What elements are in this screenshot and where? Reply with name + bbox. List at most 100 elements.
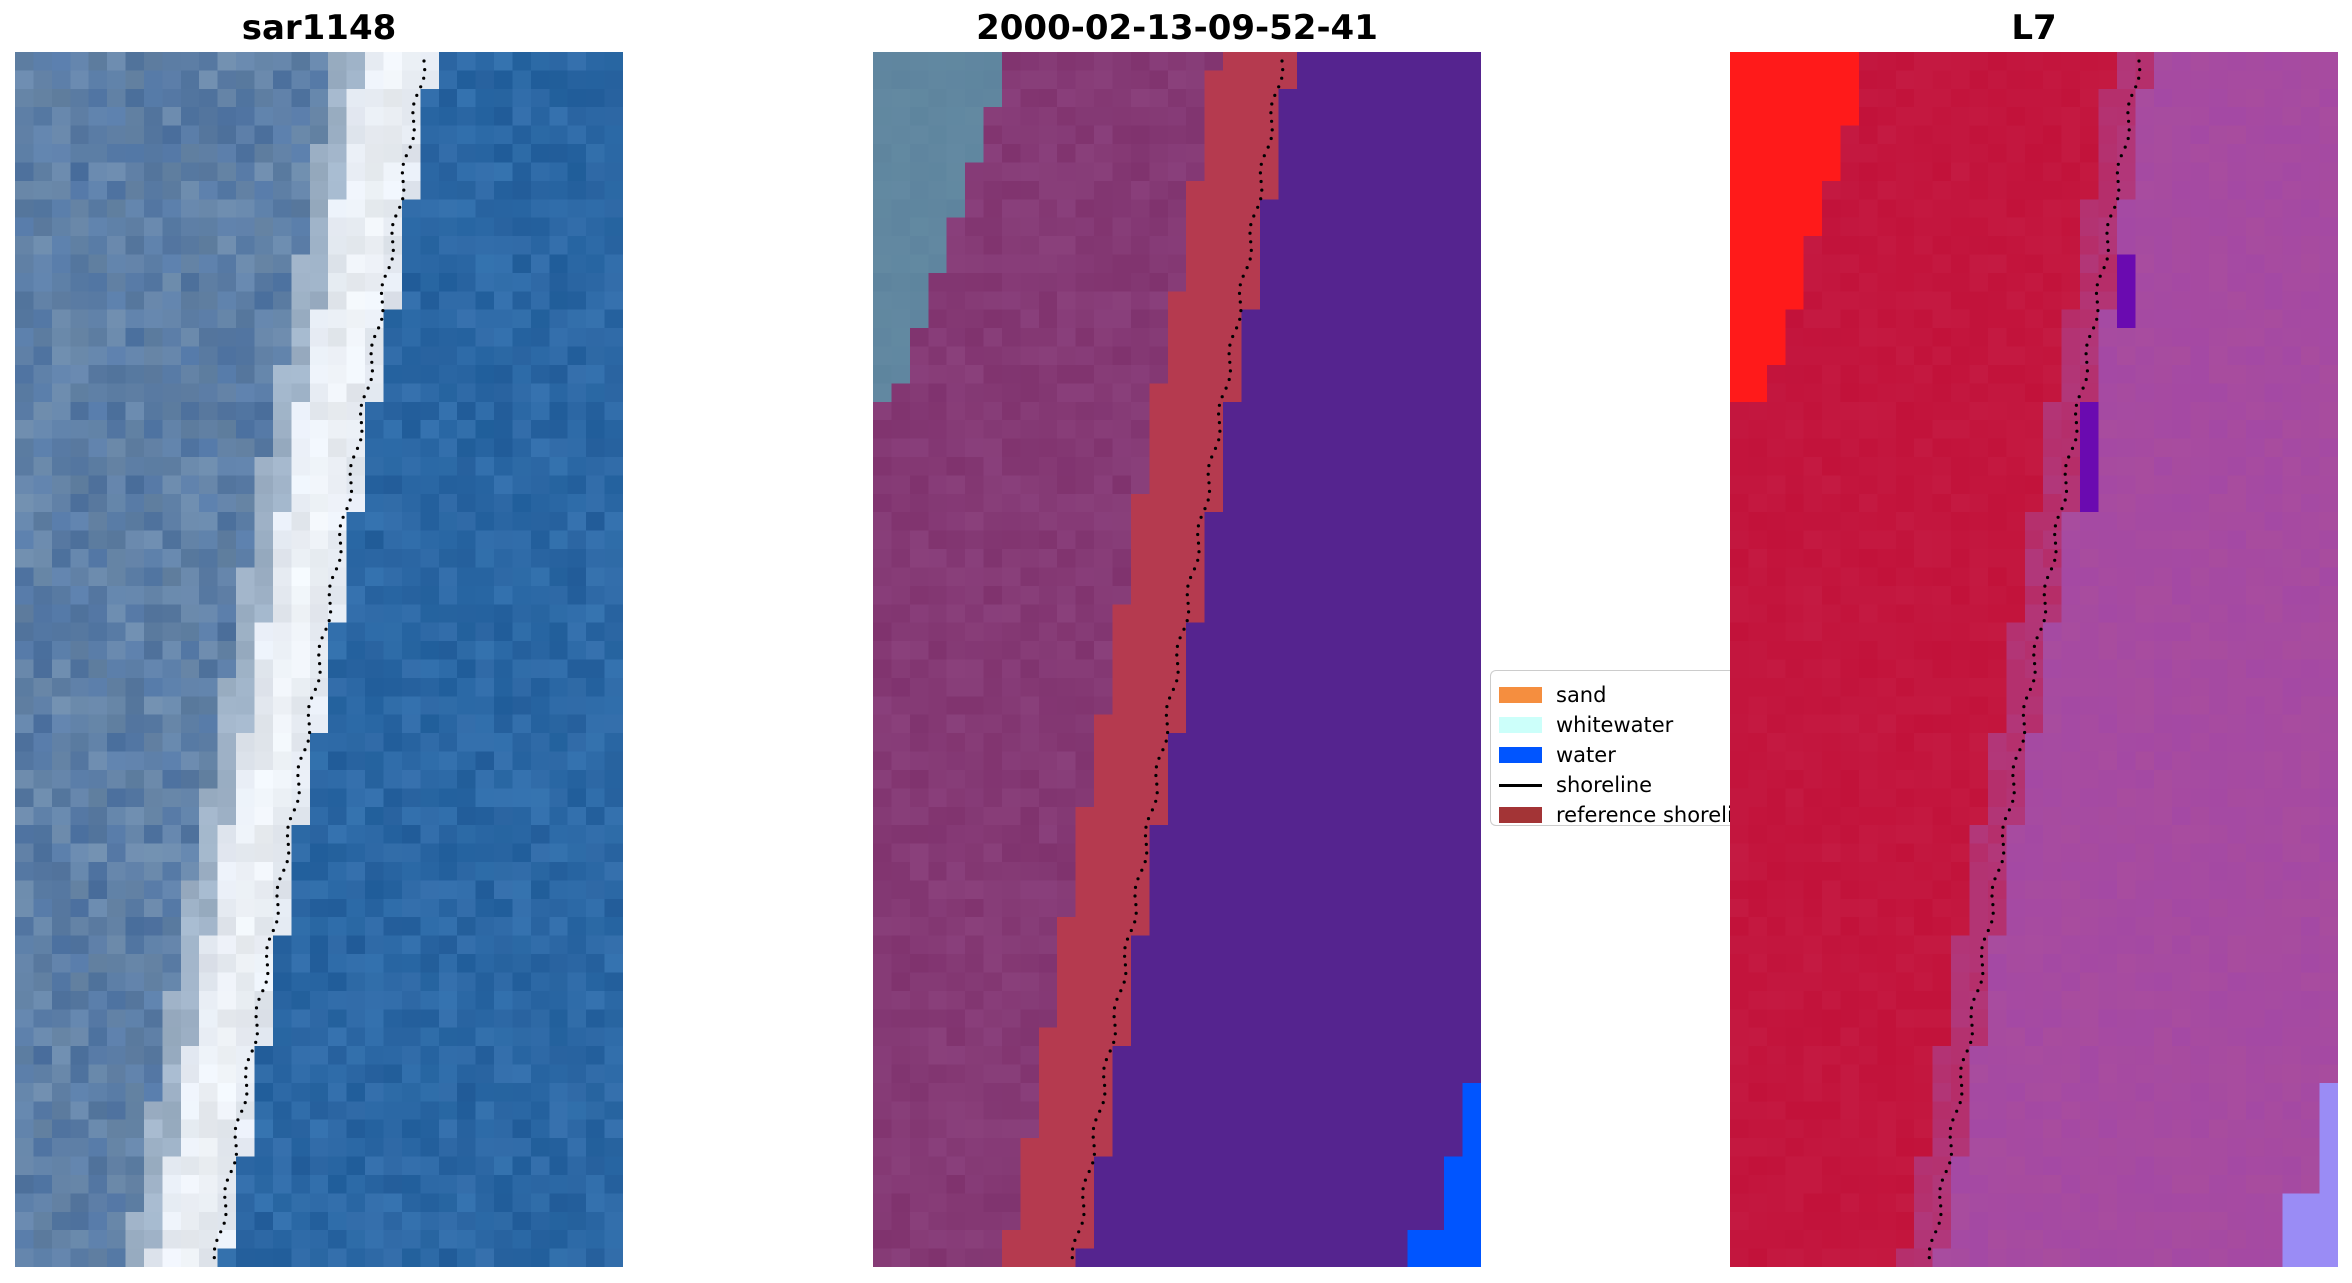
shoreline-dot [2028,687,2032,692]
shoreline-dot [2007,808,2011,812]
shoreline-dot [318,670,322,674]
shoreline-dot [2126,111,2130,115]
shoreline-dot [328,584,332,588]
shoreline-dot [401,162,405,166]
shoreline-dot [1092,1144,1096,1148]
shoreline-dot [1970,1032,1974,1036]
shoreline-dot [1220,395,1224,399]
shoreline-dot [1108,1049,1112,1053]
shoreline-dot [307,722,311,726]
shoreline-dot [1972,997,1976,1001]
shoreline-dot [1961,1058,1965,1062]
shoreline-dot [2043,601,2047,605]
shoreline-dot [1981,971,1985,976]
shoreline-dot [2000,860,2004,864]
shoreline-dot [1224,386,1228,390]
shoreline-dot [1157,756,1161,760]
shoreline-dot [2002,851,2006,855]
shoreline-dot [1990,885,1995,890]
shoreline-dot [275,894,279,898]
shoreline-dot [1164,713,1168,717]
shoreline-dot [1206,498,1210,502]
shoreline-dot [1959,1066,1963,1070]
shoreline-dot [1094,1118,1098,1122]
shoreline-dot [390,257,394,261]
shoreline-dot [1980,946,1984,950]
shoreline-dot [1175,644,1179,649]
shoreline-dot [2046,575,2050,580]
shoreline-dot [2126,136,2130,141]
shoreline-dot [1231,334,1235,339]
shoreline-dot [1991,911,1995,915]
shoreline-dot [1980,954,1984,958]
shoreline-dot [1262,154,1266,158]
shoreline-dot [265,963,269,967]
shoreline-dot [1990,920,1994,924]
shoreline-dot [1241,274,1245,278]
shoreline-dot [2014,756,2018,760]
shoreline-dot [275,885,280,890]
shoreline-dot [1259,197,1263,201]
shoreline-dot [2084,352,2088,356]
shoreline-dot [1986,928,1990,933]
shoreline-dot [1273,93,1277,97]
shoreline-dot [1154,773,1158,778]
shoreline-dot [1073,1238,1077,1242]
shoreline-dot [2084,377,2088,382]
shoreline-dot [1217,412,1221,416]
legend-label-sand: sand [1556,683,1607,707]
shoreline-dot [225,1178,229,1182]
shoreline-dot [334,567,339,571]
shoreline-dot [1083,1178,1087,1182]
shoreline-dot [1969,1015,1973,1019]
shoreline-dot [1101,1101,1105,1105]
shoreline-dot [412,119,416,123]
shoreline-dot [1281,68,1285,72]
shoreline-dot [380,300,384,304]
shoreline-dot [257,997,261,1001]
panel-title-rgb: sar1148 [241,8,397,48]
shoreline-dot [1951,1118,1955,1122]
shoreline-dot [1196,532,1200,537]
shoreline-dot [329,610,333,614]
shoreline-dot [1166,730,1170,735]
legend-item-whitewater: whitewater [1491,708,1730,738]
classification-image-panel [873,52,1481,1267]
shoreline-dot [2117,188,2121,192]
shoreline-dot [2011,773,2015,778]
shoreline-dot [303,748,307,752]
shoreline-dot [2102,266,2106,270]
shoreline-dot [391,223,395,227]
shoreline-dot [1238,283,1242,287]
shoreline-dot [2018,748,2022,752]
shoreline-dot [2022,705,2026,709]
shoreline-dot [1944,1169,1948,1174]
legend: sand whitewater water shoreline referenc… [1490,670,1730,826]
shoreline-dot [411,136,415,141]
shoreline-overlay [1070,59,1285,1260]
shoreline-dot [1997,868,2001,872]
shoreline-dot [2022,722,2026,726]
shoreline-dot [234,1152,238,1156]
shoreline-dot [254,1006,259,1010]
index-image [1730,52,2338,1267]
shoreline-dot [2116,197,2120,201]
shoreline-dot [286,825,290,829]
shoreline-dot [2085,369,2089,373]
shoreline-dot [381,309,385,313]
shoreline-dot [2075,429,2079,433]
shoreline-dot [1218,429,1222,433]
legend-swatch-whitewater [1499,717,1542,733]
shoreline-dot [1248,231,1252,235]
shoreline-dot [1091,1126,1096,1131]
shoreline-dot [1175,679,1179,683]
shoreline-dot [1123,946,1127,950]
shoreline-dot [2074,438,2078,442]
shoreline-dot [2003,817,2008,821]
shoreline-dot [2053,558,2057,562]
shoreline-dot [2021,739,2025,743]
shoreline-dot [1217,421,1221,425]
shoreline-dot [1112,1015,1116,1019]
shoreline-dot [266,971,270,976]
shoreline-dot [1217,403,1221,407]
